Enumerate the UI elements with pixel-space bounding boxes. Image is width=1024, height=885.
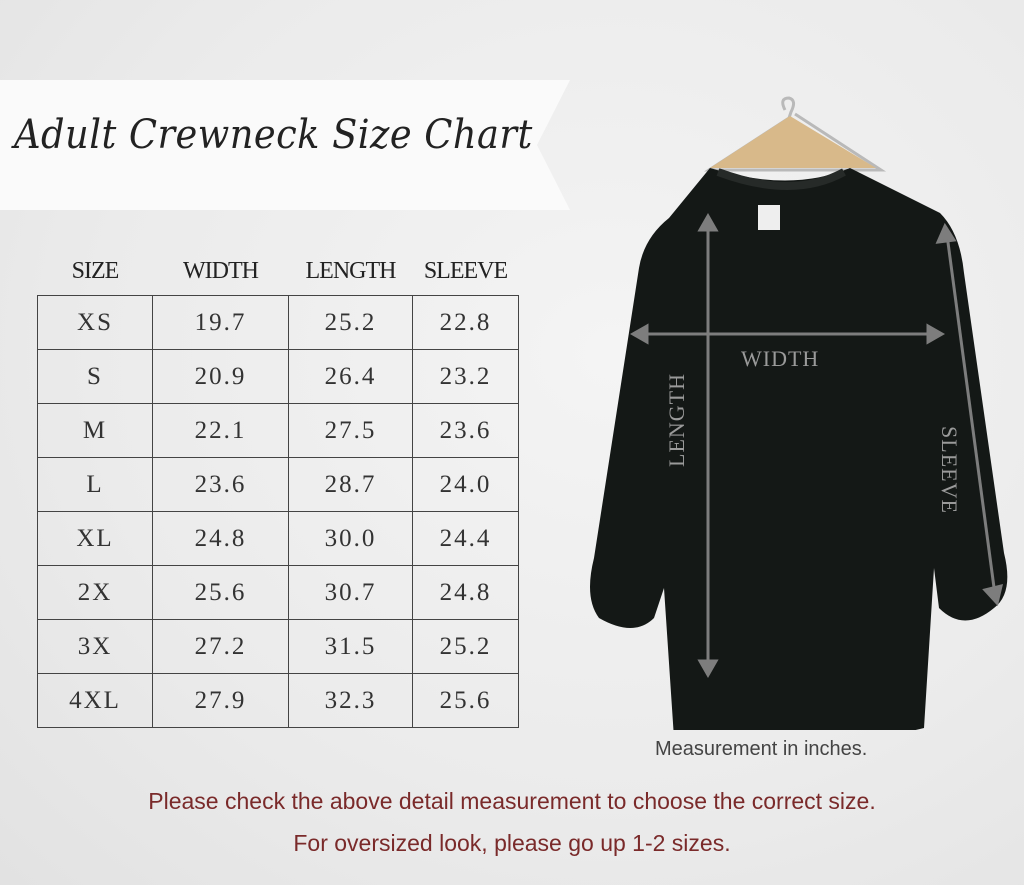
sleeve-label: SLEEVE	[936, 426, 962, 514]
cell-size: M	[37, 403, 153, 458]
column-header-length: LENGTH	[305, 258, 397, 284]
table-row: 2X 25.6 30.7 24.8	[37, 565, 519, 620]
column-header-sleeve: SLEEVE	[423, 258, 508, 284]
cell-width: 20.9	[152, 349, 289, 404]
footer-line-2: For oversized look, please go up 1-2 siz…	[293, 830, 731, 856]
cell-size: 2X	[37, 565, 153, 620]
cell-sleeve: 23.2	[412, 349, 519, 404]
cell-length: 28.7	[288, 457, 413, 512]
cell-sleeve: 22.8	[412, 295, 519, 350]
sweatshirt-image	[590, 96, 1008, 730]
table-row: 4XL 27.9 32.3 25.6	[37, 673, 519, 728]
hanger-icon	[703, 96, 887, 172]
cell-length: 26.4	[288, 349, 413, 404]
cell-length: 32.3	[288, 673, 413, 728]
cell-sleeve: 25.6	[412, 673, 519, 728]
cell-width: 22.1	[152, 403, 289, 458]
cell-size: S	[37, 349, 153, 404]
table-row: L 23.6 28.7 24.0	[37, 457, 519, 512]
cell-size: XS	[37, 295, 153, 350]
chart-title: Adult Crewneck Size Chart	[14, 112, 533, 158]
cell-sleeve: 25.2	[412, 619, 519, 674]
table-row: S 20.9 26.4 23.2	[37, 349, 519, 404]
column-header-width: WIDTH	[183, 258, 259, 284]
cell-width: 25.6	[152, 565, 289, 620]
column-header-size: SIZE	[71, 258, 120, 284]
cell-width: 24.8	[152, 511, 289, 566]
cell-sleeve: 24.8	[412, 565, 519, 620]
cell-size: 4XL	[37, 673, 153, 728]
length-label: LENGTH	[663, 373, 689, 467]
table-row: XL 24.8 30.0 24.4	[37, 511, 519, 566]
size-table: SIZE WIDTH LENGTH SLEEVE XS 19.7 25.2 22.8 S 20.…	[37, 258, 519, 728]
cell-sleeve: 24.4	[412, 511, 519, 566]
cell-size: L	[37, 457, 153, 512]
cell-width: 19.7	[152, 295, 289, 350]
cell-width: 23.6	[152, 457, 289, 512]
cell-sleeve: 23.6	[412, 403, 519, 458]
table-row: XS 19.7 25.2 22.8	[37, 295, 519, 350]
footer-line-1: Please check the above detail measuremen…	[148, 788, 876, 814]
table-row: 3X 27.2 31.5 25.2	[37, 619, 519, 674]
table-row: M 22.1 27.5 23.6	[37, 403, 519, 458]
cell-sleeve: 24.0	[412, 457, 519, 512]
cell-length: 30.7	[288, 565, 413, 620]
cell-width: 27.2	[152, 619, 289, 674]
cell-size: 3X	[37, 619, 153, 674]
cell-length: 27.5	[288, 403, 413, 458]
cell-length: 30.0	[288, 511, 413, 566]
cell-length: 31.5	[288, 619, 413, 674]
cell-width: 27.9	[152, 673, 289, 728]
sweatshirt	[590, 168, 1008, 730]
measurement-note: Measurement in inches.	[655, 738, 868, 760]
width-label: WIDTH	[741, 346, 820, 371]
cell-length: 25.2	[288, 295, 413, 350]
cell-size: XL	[37, 511, 153, 566]
